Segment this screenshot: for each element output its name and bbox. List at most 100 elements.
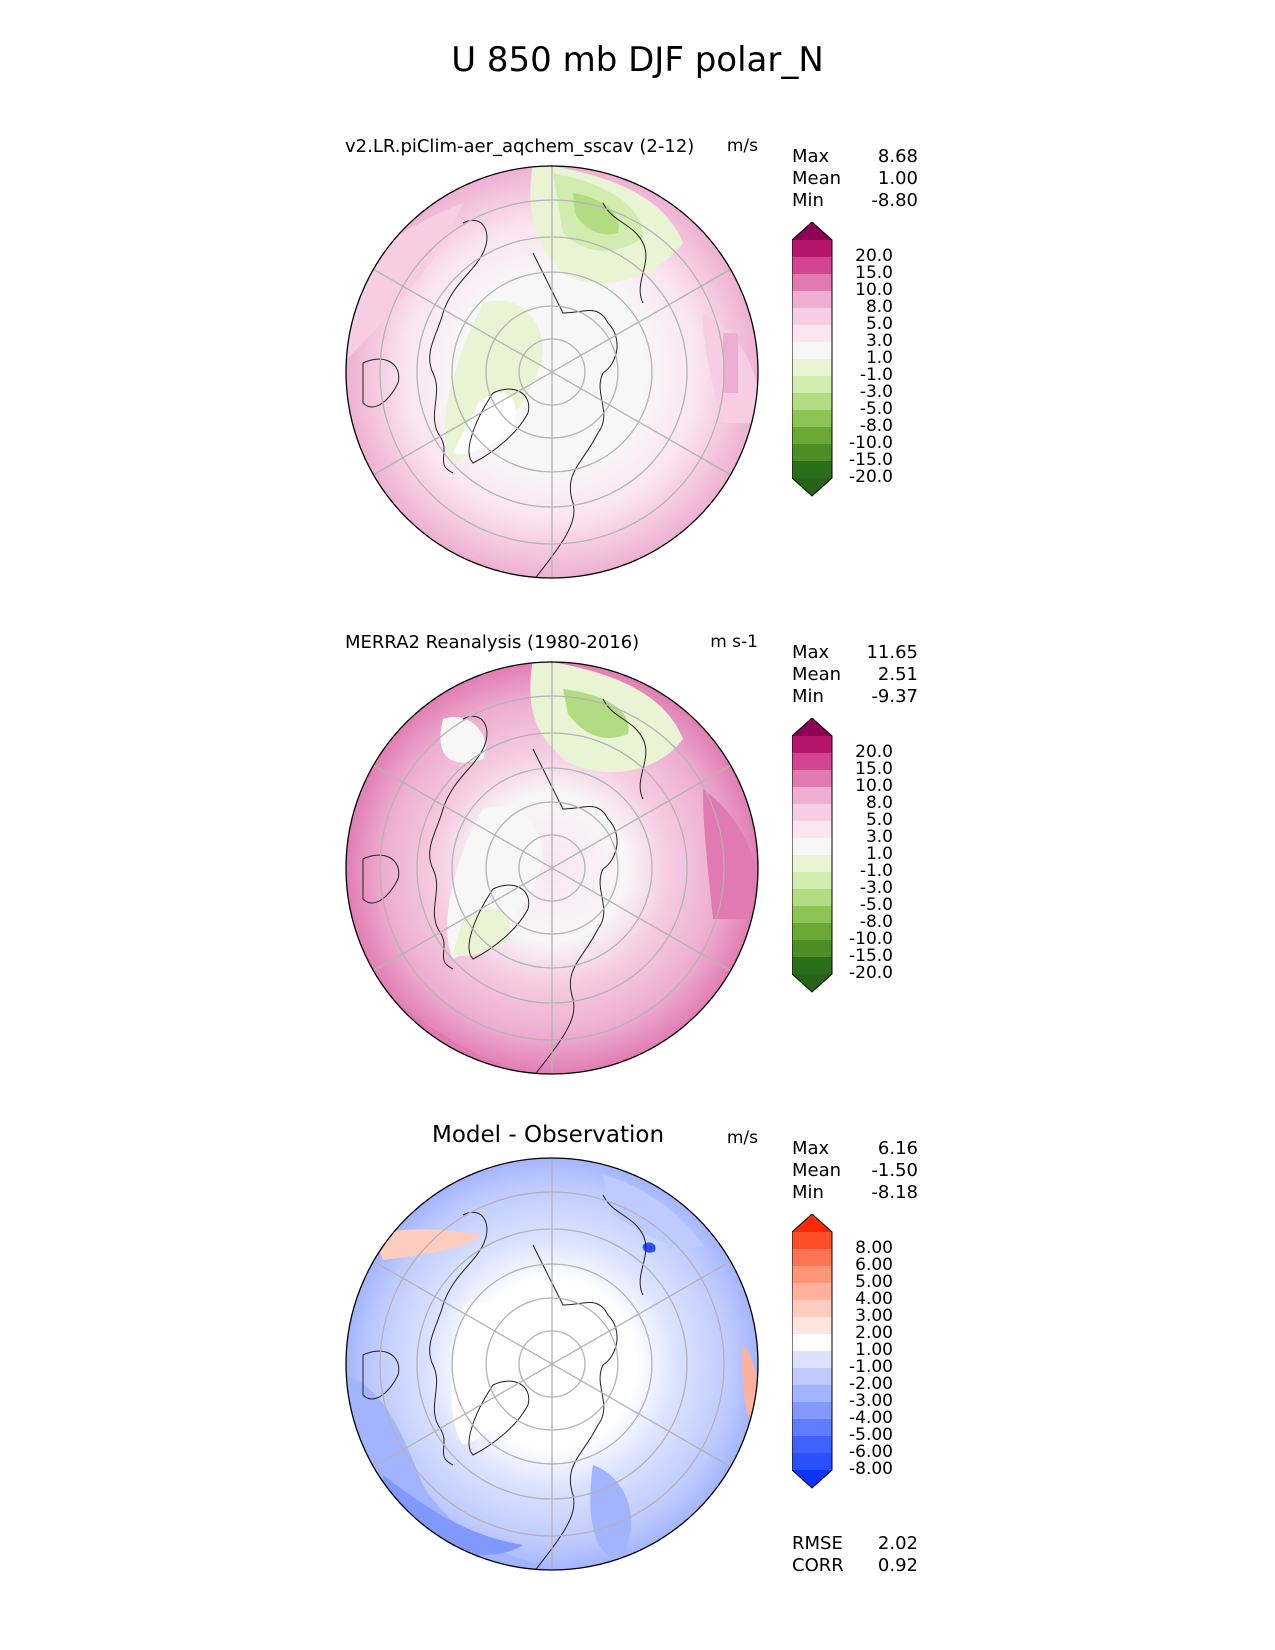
colorbar-tick-label: 15.0 bbox=[855, 759, 893, 779]
colorbar-tick-label: -3.00 bbox=[849, 1391, 893, 1411]
panel-1-stat-mean-value: 1.00 bbox=[877, 168, 918, 189]
colorbar-tick-label: -15.0 bbox=[849, 450, 893, 470]
colorbar-band bbox=[792, 308, 832, 326]
colorbar-tick-label: 20.0 bbox=[855, 246, 893, 266]
colorbar-band bbox=[792, 1266, 832, 1284]
colorbar-tick-label: 1.0 bbox=[865, 348, 893, 368]
colorbar-tick-label: -1.0 bbox=[859, 365, 893, 385]
colorbar-band bbox=[792, 1402, 832, 1420]
colorbar-tick-label: 5.00 bbox=[855, 1272, 893, 1292]
figure-title: U 850 mb DJF polar_N bbox=[451, 40, 824, 80]
colorbar-band bbox=[792, 393, 832, 411]
colorbar-tick-label: 8.00 bbox=[855, 1238, 893, 1258]
colorbar-tick-label: 8.0 bbox=[865, 793, 893, 813]
colorbar-tick-label: -1.00 bbox=[849, 1357, 893, 1377]
panel-3-title: Model - Observation bbox=[432, 1122, 665, 1148]
panel-3-stat-mean-label: Mean bbox=[792, 1160, 842, 1181]
colorbar-tick-label: 15.0 bbox=[855, 263, 893, 283]
colorbar-tick-label: 5.0 bbox=[865, 810, 893, 830]
panel-2-stat-min-label: Min bbox=[792, 686, 824, 707]
panel-1-title: v2.LR.piClim-aer_aqchem_sscav (2-12) bbox=[345, 136, 695, 157]
colorbar-tick-label: -3.0 bbox=[859, 878, 893, 898]
colorbar-outline bbox=[792, 718, 833, 993]
colorbar-band bbox=[792, 753, 832, 771]
colorbar-band bbox=[792, 736, 832, 754]
panel-1-stat-min-value: -8.80 bbox=[871, 190, 918, 211]
panel-1-stat-mean-label: Mean bbox=[792, 168, 842, 189]
panel-1-stat-min-label: Min bbox=[792, 190, 824, 211]
colorbar-band bbox=[792, 889, 832, 907]
colorbar-band bbox=[792, 410, 832, 428]
panel-3-stat-rmse-label: RMSE bbox=[792, 1533, 843, 1554]
panel-2-polar-map bbox=[345, 661, 759, 1075]
colorbar-band bbox=[792, 461, 832, 479]
colorbar-band bbox=[792, 872, 832, 890]
colorbar-top-extend bbox=[792, 718, 832, 736]
colorbar-band bbox=[792, 1453, 832, 1471]
panel-2-colorbar bbox=[792, 718, 833, 993]
colorbar-band bbox=[792, 359, 832, 377]
colorbar-tick-label: -10.0 bbox=[849, 433, 893, 453]
colorbar-band bbox=[792, 444, 832, 462]
panel-3-polar-map bbox=[345, 1157, 759, 1571]
panel-1-stat-max-value: 8.68 bbox=[877, 146, 918, 167]
colorbar-band bbox=[792, 787, 832, 805]
colorbar-band bbox=[792, 257, 832, 275]
panel-2-stat-max-value: 11.65 bbox=[866, 642, 918, 663]
colorbar-band bbox=[792, 1385, 832, 1403]
colorbar-band bbox=[792, 940, 832, 958]
panel-1-stat-max-label: Max bbox=[792, 146, 830, 167]
colorbar-band bbox=[792, 291, 832, 309]
panel-2-stat-mean-value: 2.51 bbox=[877, 664, 918, 685]
panel-3-stat-mean-value: -1.50 bbox=[871, 1160, 918, 1181]
colorbar-band bbox=[792, 770, 832, 788]
panel-3-stat-min-value: -8.18 bbox=[871, 1182, 918, 1203]
panel-1-colorbar bbox=[792, 222, 833, 497]
colorbar-tick-label: 10.0 bbox=[855, 280, 893, 300]
colorbar-tick-label: -3.0 bbox=[859, 382, 893, 402]
colorbar-band bbox=[792, 1436, 832, 1454]
colorbar-band bbox=[792, 821, 832, 839]
colorbar-tick-label: -5.0 bbox=[859, 895, 893, 915]
colorbar-band bbox=[792, 1283, 832, 1301]
panel-3-stat-rmse-value: 2.02 bbox=[877, 1533, 918, 1554]
colorbar-tick-label: 5.0 bbox=[865, 314, 893, 334]
colorbar-band bbox=[792, 1300, 832, 1318]
panel-3-colorbar bbox=[792, 1214, 833, 1489]
colorbar-band bbox=[792, 838, 832, 856]
colorbar-band bbox=[792, 1249, 832, 1267]
colorbar-band bbox=[792, 855, 832, 873]
colorbar-band bbox=[792, 1334, 832, 1352]
panel-3-stat-max-value: 6.16 bbox=[877, 1138, 918, 1159]
panel-3-stat-max-label: Max bbox=[792, 1138, 830, 1159]
colorbar-tick-label: -20.0 bbox=[849, 467, 893, 487]
colorbar-band bbox=[792, 923, 832, 941]
colorbar-tick-label: 4.00 bbox=[855, 1289, 893, 1309]
panel-1-units: m/s bbox=[726, 136, 758, 156]
colorbar-outline bbox=[792, 1214, 833, 1489]
colorbar-bottom-extend bbox=[792, 478, 832, 496]
colorbar-band bbox=[792, 1317, 832, 1335]
colorbar-outline bbox=[792, 222, 833, 497]
colorbar-tick-label: 1.0 bbox=[865, 844, 893, 864]
panel-3-units: m/s bbox=[726, 1128, 758, 1148]
panel-2-title: MERRA2 Reanalysis (1980-2016) bbox=[345, 632, 640, 653]
panel-2-stat-min-value: -9.37 bbox=[871, 686, 918, 707]
colorbar-tick-label: 3.0 bbox=[865, 827, 893, 847]
colorbar-tick-label: -4.00 bbox=[849, 1408, 893, 1428]
colorbar-bottom-extend bbox=[792, 1470, 832, 1488]
colorbar-tick-label: 2.00 bbox=[855, 1323, 893, 1343]
colorbar-tick-label: -15.0 bbox=[849, 946, 893, 966]
panel-3-stat-corr-value: 0.92 bbox=[877, 1555, 918, 1576]
panel-3-stat-corr-label: CORR bbox=[792, 1555, 844, 1576]
colorbar-top-extend bbox=[792, 1214, 832, 1232]
colorbar-tick-label: -10.0 bbox=[849, 929, 893, 949]
colorbar-tick-label: 6.00 bbox=[855, 1255, 893, 1275]
colorbar-tick-label: 8.0 bbox=[865, 297, 893, 317]
colorbar-band bbox=[792, 1419, 832, 1437]
panel-2-stat-max-label: Max bbox=[792, 642, 830, 663]
colorbar-tick-label: -2.00 bbox=[849, 1374, 893, 1394]
colorbar-tick-label: -20.0 bbox=[849, 963, 893, 983]
colorbar-band bbox=[792, 957, 832, 975]
colorbar-tick-label: -1.0 bbox=[859, 861, 893, 881]
